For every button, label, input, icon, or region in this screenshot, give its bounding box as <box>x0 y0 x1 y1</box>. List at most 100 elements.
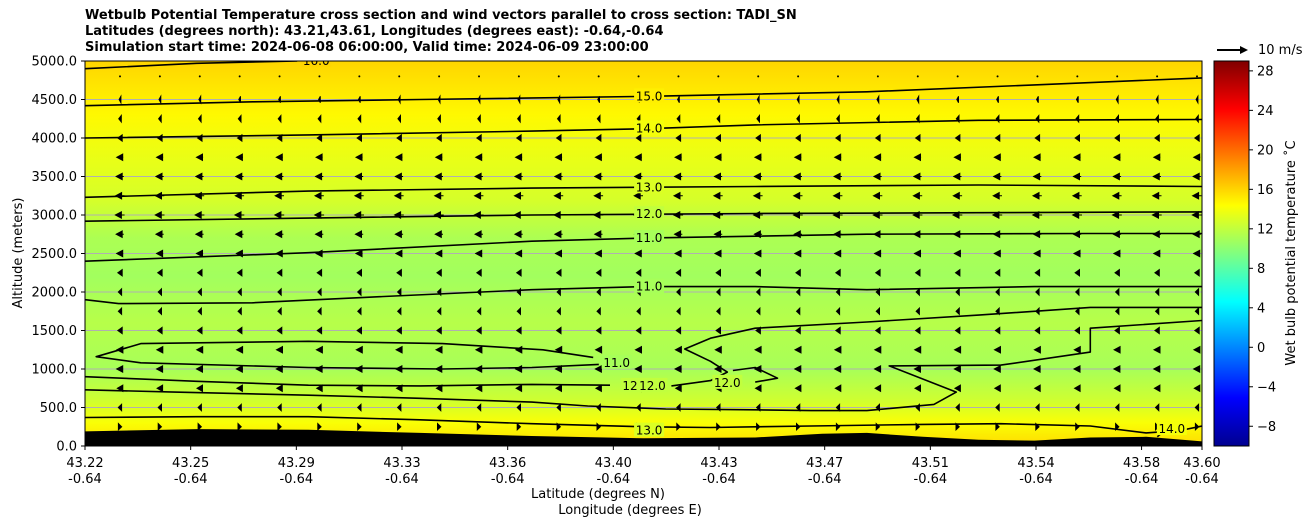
wind-vector <box>1073 345 1081 354</box>
wind-vector <box>713 230 723 239</box>
wind-vector <box>154 230 164 239</box>
wind-vector <box>1192 364 1201 374</box>
wind-vector <box>553 172 563 181</box>
wind-vector <box>1035 287 1040 297</box>
wind-vector <box>277 287 282 297</box>
wind-vector <box>316 133 323 143</box>
wind-vector <box>913 345 922 354</box>
wind-vector <box>834 384 842 393</box>
wind-vector <box>1072 249 1081 258</box>
wind-vector <box>634 249 642 258</box>
wind-vector <box>356 326 362 335</box>
wind-vector <box>435 384 443 393</box>
wind-vector <box>914 133 921 143</box>
wind-vector <box>994 133 1001 143</box>
wind-vector <box>237 422 243 432</box>
contour-label-background <box>634 206 665 221</box>
wind-vector <box>595 326 602 335</box>
colorbar-ticks: −8 −4 0 4 8 12 16 20 24 28 <box>1249 64 1276 435</box>
wind-vector <box>317 287 322 297</box>
contours: 16.0 15.0 14.0 13.0 12.0 11.0 11.0 11.0 12.0 12.0… <box>85 54 1202 438</box>
y-tick-label: 4500.0 <box>32 93 78 108</box>
x-tick-label-lon: -0.64 <box>385 472 419 487</box>
wind-vector <box>317 114 322 124</box>
wind-vector <box>675 326 682 335</box>
colorbar-tick-label: −4 <box>1257 380 1276 395</box>
wind-vector <box>474 345 483 354</box>
wind-vector <box>915 114 920 124</box>
colorbar-tick-label: 0 <box>1257 341 1265 356</box>
wind-vector <box>1193 268 1200 277</box>
colorbar-tick-label: 12 <box>1257 222 1274 237</box>
contour-label-background <box>637 377 668 392</box>
x-tick-label-lat: 43.60 <box>1183 456 1220 471</box>
wind-vector <box>794 384 802 393</box>
wind-vector <box>356 268 362 277</box>
wind-vector <box>955 287 960 297</box>
wind-vector <box>353 191 364 200</box>
wind-vector <box>715 268 721 277</box>
wind-vector <box>715 287 721 297</box>
wind-vector <box>1112 172 1122 181</box>
wind-vector <box>554 345 563 354</box>
wind-vector <box>276 268 283 277</box>
wind-vector <box>874 268 881 277</box>
wind-vector <box>795 133 801 143</box>
x-tick-label-lon: -0.64 <box>702 472 736 487</box>
wind-vector <box>1192 345 1201 354</box>
wind-vector <box>274 172 284 181</box>
y-tick-label: 3500.0 <box>32 170 78 185</box>
wind-vector <box>1072 153 1081 162</box>
wind-vector <box>992 191 1002 200</box>
wind-vector <box>954 133 961 143</box>
wind-vector <box>795 287 801 297</box>
contour-line <box>85 61 298 70</box>
wind-vector <box>157 422 163 432</box>
wind-vector <box>356 133 362 143</box>
wind-vector <box>873 364 882 374</box>
wind-vector <box>434 249 443 258</box>
wind-vector <box>715 306 721 316</box>
contour-label: 16.0 <box>303 54 330 68</box>
wind-vector <box>1114 133 1120 143</box>
y-tick-label: 1500.0 <box>32 324 78 339</box>
wind-vector <box>1114 268 1120 277</box>
wind-vector <box>1076 75 1079 78</box>
wind-vector <box>913 153 922 162</box>
wind-vector <box>554 364 563 374</box>
wind-vector <box>355 345 363 354</box>
wind-vector <box>1152 249 1161 258</box>
wind-vector <box>995 287 1000 297</box>
wind-vector <box>674 345 682 354</box>
wind-vector <box>1191 210 1202 220</box>
wind-vector <box>836 114 840 124</box>
wind-vector <box>158 75 161 78</box>
colorbar-tick-label: 20 <box>1257 143 1274 158</box>
wind-vector <box>276 326 283 335</box>
contour-label: 15.0 <box>636 89 663 103</box>
wind-vector <box>872 172 882 181</box>
wind-vector <box>795 326 801 335</box>
wind-vector <box>235 345 244 354</box>
wind-vector <box>916 75 919 78</box>
wind-vector <box>273 210 285 220</box>
wind-vector <box>797 75 800 78</box>
wind-vector <box>115 364 124 374</box>
wind-vector <box>394 172 404 181</box>
wind-vector <box>752 191 763 200</box>
contour-label-background <box>634 422 665 437</box>
wind-vector <box>1074 306 1080 316</box>
contour-label: 11.0 <box>603 356 630 370</box>
wind-vector <box>274 191 284 200</box>
wind-vector <box>396 326 402 335</box>
contour-label: 11.0 <box>636 231 663 245</box>
wind-vector <box>556 306 561 316</box>
wind-vector <box>197 403 202 412</box>
wind-vector <box>156 268 163 277</box>
wind-vector <box>793 153 802 162</box>
wind-vector <box>952 172 962 181</box>
wind-vector <box>157 114 162 124</box>
x-tick-label-lat: 43.54 <box>1017 456 1054 471</box>
wind-vector <box>1033 153 1041 162</box>
wind-vector <box>237 287 242 297</box>
